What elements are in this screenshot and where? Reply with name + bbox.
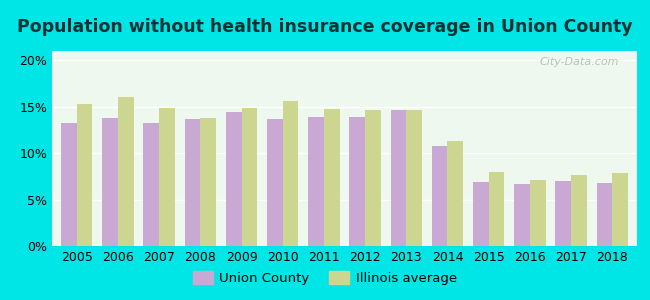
Bar	[391, 110, 406, 246]
Bar	[77, 104, 92, 246]
Bar	[200, 118, 216, 246]
Bar	[61, 123, 77, 246]
Bar	[308, 117, 324, 246]
Bar	[447, 141, 463, 246]
Bar	[226, 112, 242, 246]
Text: City-Data.com: City-Data.com	[540, 57, 619, 67]
Bar	[185, 119, 200, 246]
Bar	[432, 146, 447, 246]
Legend: Union County, Illinois average: Union County, Illinois average	[188, 266, 462, 290]
Bar	[242, 108, 257, 246]
Bar	[159, 108, 175, 246]
Bar	[350, 117, 365, 246]
Bar	[612, 172, 628, 246]
Text: Population without health insurance coverage in Union County: Population without health insurance cove…	[17, 18, 633, 36]
Bar	[144, 123, 159, 246]
Bar	[267, 119, 283, 246]
Bar	[489, 172, 504, 246]
Bar	[406, 110, 422, 246]
Bar	[118, 98, 133, 246]
Bar	[556, 181, 571, 246]
Bar	[571, 175, 587, 246]
Bar	[365, 110, 381, 246]
Bar	[324, 109, 339, 246]
Bar	[473, 182, 489, 246]
Bar	[514, 184, 530, 246]
Bar	[530, 180, 545, 246]
Bar	[102, 118, 118, 246]
Bar	[283, 101, 298, 246]
Bar	[597, 183, 612, 246]
